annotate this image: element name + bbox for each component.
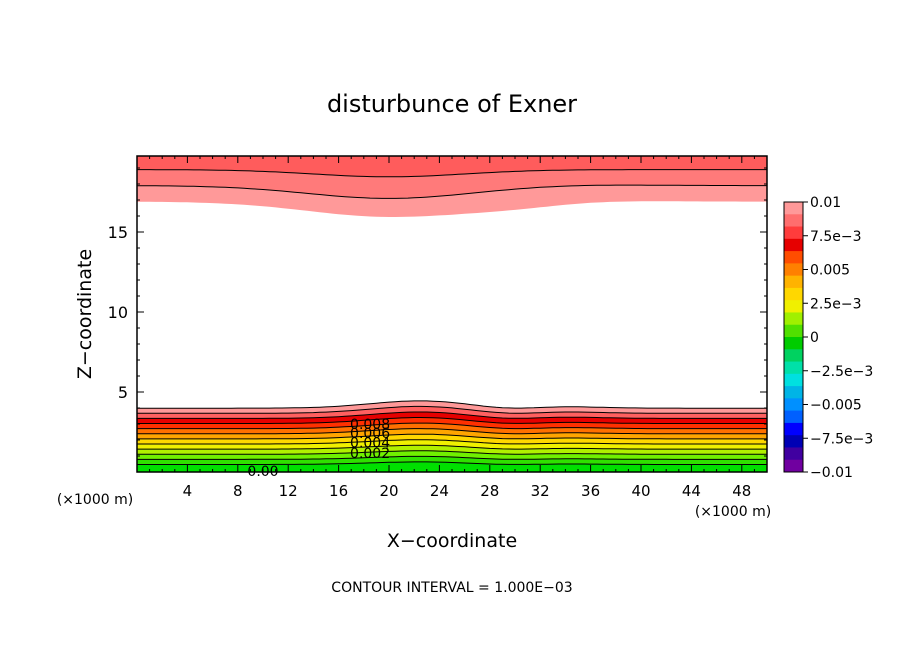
colorbar-segment xyxy=(784,238,803,252)
x-tick-label: 24 xyxy=(430,482,449,500)
contour-line xyxy=(137,428,767,435)
x-unit-left: (×1000 m) xyxy=(57,492,133,508)
colorbar-segment xyxy=(784,349,803,363)
colorbar-tick-label: −0.005 xyxy=(810,398,862,414)
contour-line xyxy=(137,433,767,440)
x-tick-label: 8 xyxy=(233,482,243,500)
contour-band xyxy=(137,439,767,450)
contour-line xyxy=(137,184,767,199)
colorbar-segment xyxy=(784,300,803,313)
y-axis-label: Z−coordinate xyxy=(74,249,96,379)
x-tick-label: 4 xyxy=(183,482,193,500)
colorbar-tick-label: 0.01 xyxy=(810,195,841,211)
contour-line xyxy=(137,417,767,424)
colorbar-segment xyxy=(784,202,803,215)
x-tick-label: 40 xyxy=(631,482,650,500)
y-axis: 5 10 15 xyxy=(108,167,767,457)
colorbar-segment xyxy=(784,373,803,387)
colorbar-segment xyxy=(784,422,803,436)
colorbar-segment xyxy=(784,226,803,240)
contour-band xyxy=(137,450,767,460)
contour-band xyxy=(137,456,767,465)
colorbar-segment xyxy=(784,275,803,289)
x-unit-right: (×1000 m) xyxy=(695,504,771,520)
colorbar-segment xyxy=(784,361,803,375)
contour-line xyxy=(137,439,767,445)
y-tick-label: 15 xyxy=(108,223,128,242)
contour-line xyxy=(137,169,767,178)
contour-band xyxy=(137,445,767,455)
contour-band xyxy=(137,406,767,419)
contour-band xyxy=(137,423,767,434)
contour-band xyxy=(137,156,767,177)
contour-line xyxy=(137,422,767,430)
contour-lines xyxy=(137,169,767,465)
contour-label: 0.006 xyxy=(350,426,390,442)
x-tick-label: 12 xyxy=(279,482,298,500)
colorbar-tick-label: 2.5e−3 xyxy=(810,296,862,312)
x-tick-label: 36 xyxy=(581,482,600,500)
contour-line xyxy=(137,400,767,409)
colorbar-segment xyxy=(784,337,803,350)
contour-label: 0.008 xyxy=(350,417,390,433)
contour-band xyxy=(137,185,767,217)
contour-line xyxy=(137,405,767,414)
contour-band xyxy=(137,169,767,199)
colorbar-tick-label: −0.01 xyxy=(810,465,853,481)
contour-label: 0.00 xyxy=(247,464,278,480)
contour-line xyxy=(137,461,767,465)
contour-interval-footer: CONTOUR INTERVAL = 1.000E−03 xyxy=(331,580,572,596)
contour-line xyxy=(137,444,767,450)
x-tick-label: 44 xyxy=(682,482,701,500)
x-tick-label: 20 xyxy=(379,482,398,500)
colorbar-tick-label: 0 xyxy=(810,330,819,346)
colorbar-segment xyxy=(784,214,803,228)
colorbar-tick-label: 7.5e−3 xyxy=(810,229,862,245)
y-tick-label: 10 xyxy=(108,303,128,322)
contour-line xyxy=(137,411,767,419)
colorbar-segment xyxy=(784,398,803,412)
colorbar-tick-label: −2.5e−3 xyxy=(810,364,873,380)
colorbar-segment xyxy=(784,386,803,399)
x-tick-label: 28 xyxy=(480,482,499,500)
contour-label: 0.004 xyxy=(350,435,390,451)
plot-area xyxy=(137,156,767,472)
contour-band xyxy=(137,400,767,414)
x-tick-label: 32 xyxy=(531,482,550,500)
x-axis: 4 8 12 16 20 24 28 32 36 40 44 48 xyxy=(149,156,755,500)
y-tick-label: 5 xyxy=(118,383,128,402)
contour-band xyxy=(137,434,767,444)
colorbar-segment xyxy=(784,312,803,326)
contour-fills xyxy=(137,156,767,472)
colorbar-segment xyxy=(784,251,803,264)
x-tick-label: 16 xyxy=(329,482,348,500)
colorbar-segment xyxy=(784,263,803,277)
colorbar-tick-label: 0.005 xyxy=(810,263,850,279)
x-tick-label: 48 xyxy=(732,482,751,500)
colorbar: 0.01 7.5e−3 0.005 2.5e−3 0 −2.5e−3 −0.005 −7.5e… xyxy=(783,195,873,481)
chart-title: disturbunce of Exner xyxy=(327,90,577,118)
colorbar-segment xyxy=(784,435,803,448)
contour-label: 0.002 xyxy=(350,446,390,462)
contour-band xyxy=(137,417,767,429)
colorbar-segment xyxy=(784,410,803,424)
contour-line xyxy=(137,450,767,455)
colorbar-segment xyxy=(784,459,803,473)
colorbar-segment xyxy=(784,287,803,301)
contour-band xyxy=(137,428,767,439)
contour-band xyxy=(137,412,767,424)
contour-line xyxy=(137,455,767,460)
colorbar-segment xyxy=(784,447,803,461)
x-axis-label: X−coordinate xyxy=(387,530,517,552)
colorbar-tick-label: −7.5e−3 xyxy=(810,431,873,447)
colorbar-segment xyxy=(784,324,803,338)
